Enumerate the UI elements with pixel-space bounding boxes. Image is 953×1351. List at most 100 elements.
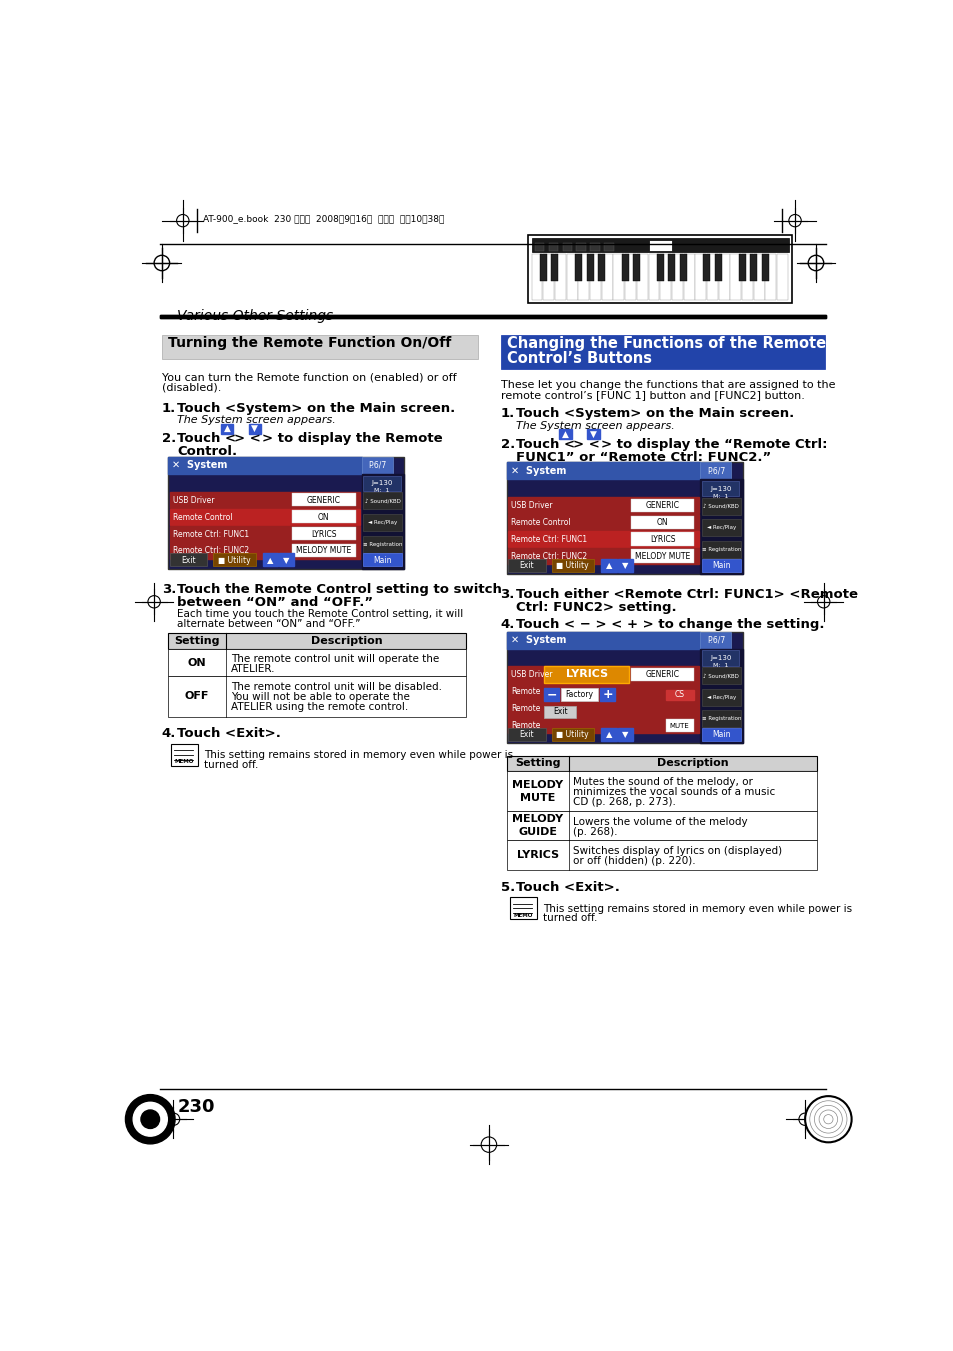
Bar — [539, 254, 546, 281]
Text: between “ON” and “OFF.”: between “ON” and “OFF.” — [177, 596, 374, 609]
Bar — [706, 254, 718, 300]
Text: Mutes the sound of the melody, or: Mutes the sound of the melody, or — [573, 777, 753, 786]
Bar — [578, 254, 589, 300]
Text: (disabled).: (disabled). — [162, 382, 221, 392]
Bar — [668, 254, 675, 281]
Bar — [162, 335, 477, 359]
Text: ▲: ▲ — [561, 430, 569, 439]
Bar — [624, 254, 636, 300]
Text: LYRICS: LYRICS — [311, 530, 336, 539]
Text: M:  1: M: 1 — [712, 663, 727, 669]
Text: LYRICS: LYRICS — [517, 850, 558, 861]
Text: Remote: Remote — [511, 721, 540, 731]
Bar — [508, 559, 545, 571]
Bar — [599, 688, 615, 701]
Bar — [361, 457, 393, 474]
Text: Description: Description — [657, 758, 728, 769]
Text: The remote control unit will operate the: The remote control unit will operate the — [231, 654, 438, 665]
Bar — [600, 559, 617, 571]
Bar — [656, 254, 663, 281]
Bar — [213, 554, 255, 566]
Text: ■ Utility: ■ Utility — [217, 555, 250, 565]
Text: ON: ON — [317, 512, 330, 521]
Bar — [555, 254, 565, 300]
Bar — [543, 688, 558, 701]
Text: 230: 230 — [177, 1098, 214, 1116]
Bar — [764, 254, 776, 300]
Text: LYRICS: LYRICS — [565, 669, 607, 680]
Text: These let you change the functions that are assigned to the: These let you change the functions that … — [500, 380, 834, 390]
Text: ✕  System: ✕ System — [172, 461, 227, 470]
Text: J=130: J=130 — [371, 480, 393, 486]
Text: You can turn the Remote function on (enabled) or off: You can turn the Remote function on (ena… — [162, 373, 456, 382]
Bar — [249, 424, 261, 434]
Text: J=130: J=130 — [709, 655, 731, 661]
Bar — [741, 254, 752, 300]
Bar — [508, 728, 545, 742]
Text: or off (hidden) (p. 220).: or off (hidden) (p. 220). — [573, 857, 696, 866]
Text: ▼: ▼ — [590, 430, 597, 439]
Text: ■ Utility: ■ Utility — [556, 731, 588, 739]
Text: The System screen appears.: The System screen appears. — [177, 416, 335, 426]
Text: 5.: 5. — [500, 881, 515, 893]
Bar — [695, 254, 705, 300]
Bar — [534, 243, 543, 251]
Text: P.6/7: P.6/7 — [706, 636, 724, 644]
Bar — [630, 532, 694, 546]
Text: ▲: ▲ — [605, 731, 612, 739]
Bar — [506, 462, 700, 480]
Text: Main: Main — [712, 731, 730, 739]
Bar — [777, 254, 787, 300]
Text: +: + — [601, 689, 612, 701]
Text: Control.: Control. — [177, 446, 237, 458]
Circle shape — [133, 1102, 167, 1136]
Text: Setting: Setting — [173, 636, 219, 646]
Text: ▼: ▼ — [283, 555, 290, 565]
Text: > to display the “Remote Ctrl:: > to display the “Remote Ctrl: — [599, 438, 826, 451]
Bar — [508, 513, 699, 530]
Text: Setting: Setting — [515, 758, 560, 769]
Bar — [168, 634, 466, 648]
Bar — [586, 254, 593, 281]
Bar — [665, 689, 693, 700]
Bar — [648, 254, 659, 300]
Bar — [543, 666, 629, 682]
Text: USB Driver: USB Driver — [172, 496, 214, 505]
Bar — [170, 508, 360, 524]
Bar — [220, 424, 233, 434]
Bar — [171, 744, 198, 766]
Text: ▲: ▲ — [223, 424, 231, 434]
Circle shape — [141, 1111, 159, 1128]
Text: Exit: Exit — [519, 561, 534, 570]
Bar — [531, 254, 542, 300]
Text: Touch <Exit>.: Touch <Exit>. — [516, 881, 619, 893]
Bar — [665, 719, 693, 732]
Text: ≡ Registration: ≡ Registration — [363, 542, 402, 547]
Text: Remote Ctrl: FUNC2: Remote Ctrl: FUNC2 — [511, 551, 587, 561]
Bar — [551, 254, 558, 281]
Bar — [576, 243, 585, 251]
Bar — [508, 700, 699, 716]
Bar — [701, 667, 740, 684]
Text: Touch <System> on the Main screen.: Touch <System> on the Main screen. — [516, 407, 794, 420]
Text: ♪ Sound/KBD: ♪ Sound/KBD — [364, 499, 400, 504]
Text: 4.: 4. — [500, 617, 515, 631]
Text: M:  1: M: 1 — [374, 489, 389, 493]
Text: GENERIC: GENERIC — [307, 496, 340, 505]
Bar — [701, 728, 740, 742]
Text: Remote Ctrl: FUNC2: Remote Ctrl: FUNC2 — [172, 546, 249, 555]
Bar — [701, 689, 740, 705]
Bar — [575, 254, 581, 281]
Bar — [551, 728, 594, 742]
Text: ◄ Rec/Play: ◄ Rec/Play — [368, 520, 397, 526]
Text: CS: CS — [674, 690, 684, 700]
Bar — [701, 650, 739, 666]
Bar — [604, 243, 613, 251]
Bar — [621, 254, 628, 281]
Bar — [361, 474, 404, 569]
Text: minimizes the vocal sounds of a music: minimizes the vocal sounds of a music — [573, 786, 775, 797]
Bar — [363, 513, 402, 531]
Text: ◄ Rec/Play: ◄ Rec/Play — [706, 526, 736, 531]
Text: alternate between “ON” and “OFF.”: alternate between “ON” and “OFF.” — [177, 620, 360, 630]
Text: Touch <Exit>.: Touch <Exit>. — [177, 727, 281, 740]
